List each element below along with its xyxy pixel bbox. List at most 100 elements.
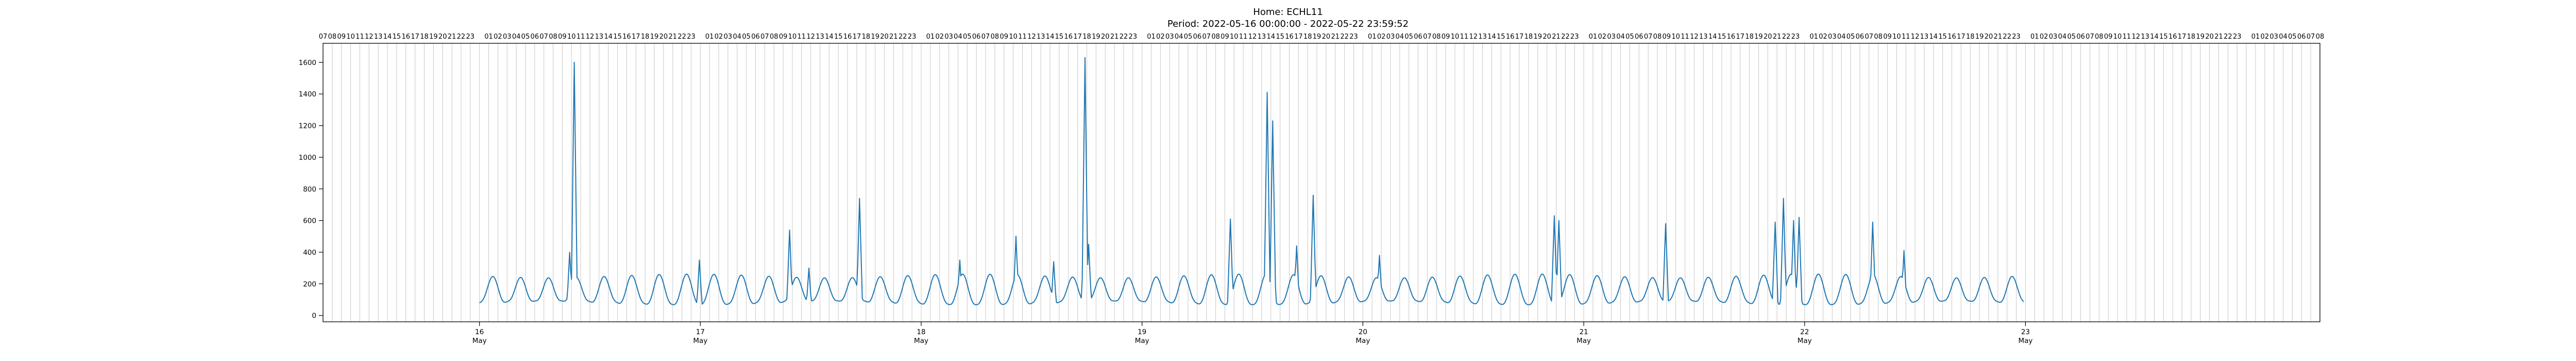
top-hour-label: 04: [1396, 33, 1404, 41]
top-hour-label: 22: [2003, 33, 2011, 41]
top-hour-label: 13: [1699, 33, 1708, 41]
top-hour-label: 08: [549, 33, 557, 41]
top-hour-label: 04: [512, 33, 521, 41]
top-hour-label: 06: [2076, 33, 2085, 41]
top-hour-label: 14: [383, 33, 392, 41]
top-hour-label: 23: [2012, 33, 2021, 41]
top-hour-label: 19: [429, 33, 438, 41]
top-hour-label: 21: [889, 33, 898, 41]
x-tick-day-label: 20: [1359, 328, 1367, 336]
top-hour-label: 14: [2150, 33, 2159, 41]
top-hour-label: 03: [2049, 33, 2058, 41]
top-hour-label: 14: [825, 33, 834, 41]
top-hour-label: 11: [355, 33, 364, 41]
top-hour-label: 15: [393, 33, 401, 41]
y-tick-label: 200: [303, 280, 316, 288]
top-hour-label: 20: [880, 33, 889, 41]
top-hour-label: 06: [2297, 33, 2306, 41]
top-hour-label: 01: [705, 33, 714, 41]
top-hour-label: 15: [2159, 33, 2168, 41]
top-hour-label: 03: [724, 33, 733, 41]
plot-frame: [323, 43, 2320, 322]
top-hour-label: 19: [650, 33, 659, 41]
top-hour-label: 22: [1120, 33, 1128, 41]
top-hour-label: 22: [1340, 33, 1349, 41]
top-hour-label: 07: [2086, 33, 2094, 41]
top-hour-label: 08: [770, 33, 778, 41]
top-hour-label: 07: [981, 33, 990, 41]
top-hour-label: 23: [687, 33, 696, 41]
top-hour-label: 22: [2224, 33, 2232, 41]
top-hour-label: 10: [788, 33, 797, 41]
top-hour-label: 13: [1920, 33, 1929, 41]
top-hour-label: 01: [1589, 33, 1598, 41]
series-line: [479, 57, 2024, 305]
top-hour-label: 21: [1110, 33, 1119, 41]
top-hour-label: 05: [963, 33, 972, 41]
top-hour-label: 06: [1635, 33, 1643, 41]
top-hour-label: 07: [760, 33, 769, 41]
top-hour-label: 11: [1902, 33, 1910, 41]
top-hour-label: 04: [954, 33, 962, 41]
top-hour-label: 15: [1055, 33, 1064, 41]
top-hour-label: 14: [1046, 33, 1055, 41]
top-hour-label: 19: [1313, 33, 1321, 41]
top-hour-label: 05: [2288, 33, 2297, 41]
top-hour-label: 16: [401, 33, 410, 41]
top-hour-label: 19: [1754, 33, 1763, 41]
top-hour-label: 07: [1644, 33, 1653, 41]
top-hour-label: 15: [1276, 33, 1284, 41]
top-hour-label: 13: [816, 33, 824, 41]
top-hour-label: 23: [2233, 33, 2242, 41]
x-tick-month-label: May: [1355, 337, 1370, 345]
y-tick-label: 1200: [299, 122, 316, 130]
x-tick-day-label: 17: [696, 328, 705, 336]
top-hour-label: 18: [420, 33, 429, 41]
top-hour-label: 20: [1764, 33, 1772, 41]
top-hour-label: 19: [871, 33, 879, 41]
y-tick-label: 1000: [299, 154, 316, 162]
top-hour-label: 02: [935, 33, 944, 41]
top-hour-label: 06: [531, 33, 539, 41]
top-hour-label: 07: [1202, 33, 1211, 41]
top-hour-label: 05: [742, 33, 751, 41]
top-hour-label: 11: [1239, 33, 1248, 41]
top-hour-label: 05: [1846, 33, 1855, 41]
top-hour-label: 17: [1294, 33, 1303, 41]
top-hour-label: 04: [1616, 33, 1625, 41]
top-hour-label: 12: [365, 33, 374, 41]
top-hour-label: 04: [1175, 33, 1183, 41]
top-hour-label: 20: [1985, 33, 1993, 41]
top-hour-labels: 07 08 09 10 11 12 13 14 15 16 17 18 19 20 21 22 23 01 02 03…: [319, 33, 2325, 41]
top-hour-label: 12: [1248, 33, 1257, 41]
top-hour-label: 17: [632, 33, 640, 41]
top-hour-label: 14: [1708, 33, 1717, 41]
chart-subtitle: Period: 2022-05-16 00:00:00 - 2022-05-22…: [1167, 19, 1409, 29]
top-hour-label: 09: [779, 33, 788, 41]
top-hour-label: 02: [2040, 33, 2048, 41]
hour-gridlines: [323, 43, 2320, 322]
top-hour-label: 13: [1258, 33, 1266, 41]
x-tick-day-label: 18: [917, 328, 925, 336]
top-hour-label: 02: [1819, 33, 1827, 41]
top-hour-label: 16: [1947, 33, 1956, 41]
top-hour-label: 06: [751, 33, 760, 41]
x-tick-day-label: 21: [1579, 328, 1588, 336]
top-hour-label: 12: [1911, 33, 1920, 41]
top-hour-label: 12: [586, 33, 595, 41]
top-hour-label: 03: [1386, 33, 1395, 41]
top-hour-label: 05: [1404, 33, 1413, 41]
top-hour-label: 07: [2307, 33, 2315, 41]
top-hour-label: 20: [1543, 33, 1551, 41]
y-tick-label: 600: [303, 217, 316, 225]
top-hour-label: 18: [1082, 33, 1091, 41]
top-hour-label: 13: [595, 33, 604, 41]
top-hour-label: 10: [1230, 33, 1239, 41]
top-hour-label: 08: [2316, 33, 2325, 41]
top-hour-label: 22: [457, 33, 466, 41]
top-hour-label: 21: [1331, 33, 1340, 41]
top-hour-label: 07: [1423, 33, 1432, 41]
top-hour-label: 21: [2214, 33, 2223, 41]
top-hour-label: 22: [899, 33, 907, 41]
